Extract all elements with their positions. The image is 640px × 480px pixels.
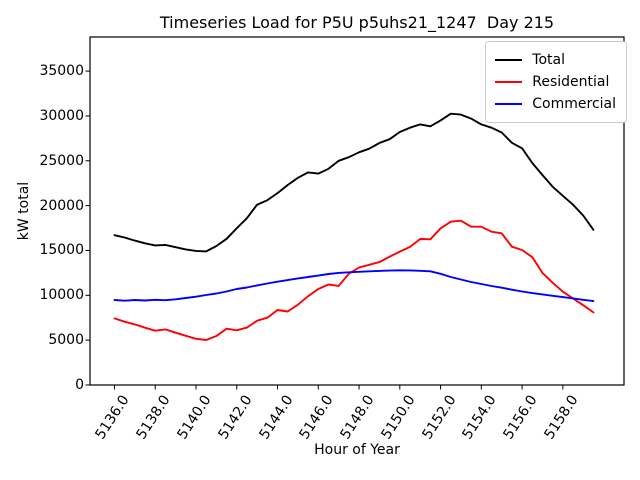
y-tick-label: 30000 <box>39 107 84 124</box>
legend-line-swatch <box>495 59 523 61</box>
series-line-total <box>113 112 595 253</box>
legend-line-swatch <box>495 103 523 105</box>
y-tick-label: 35000 <box>39 63 84 80</box>
y-tick-label: 15000 <box>39 242 84 259</box>
y-tick-label: 5000 <box>48 332 84 349</box>
y-tick-label: 10000 <box>39 287 84 304</box>
legend-item-commercial: Commercial <box>495 95 616 113</box>
y-tick-label: 0 <box>75 377 84 393</box>
y-axis-label: kW total <box>16 181 32 241</box>
series-line-commercial <box>113 269 595 303</box>
legend-label: Total <box>532 52 565 68</box>
y-tick-label: 20000 <box>39 197 84 214</box>
legend-label: Commercial <box>532 96 616 112</box>
legend: Total Residential Commercial <box>485 41 627 123</box>
x-axis-label: Hour of Year <box>314 442 400 458</box>
chart-title: Timeseries Load for P5U p5uhs21_1247 Day… <box>159 13 555 32</box>
y-tick-label: 25000 <box>39 152 84 169</box>
legend-item-residential: Residential <box>495 73 616 91</box>
legend-label: Residential <box>532 74 610 90</box>
axes-frame <box>89 36 625 386</box>
series-line-residential <box>113 219 595 341</box>
legend-item-total: Total <box>495 51 616 69</box>
legend-line-swatch <box>495 81 523 83</box>
